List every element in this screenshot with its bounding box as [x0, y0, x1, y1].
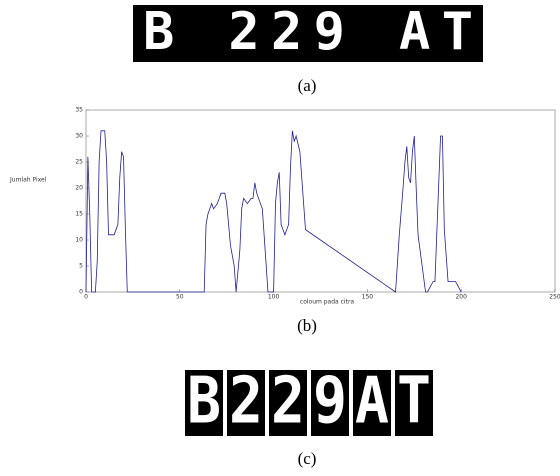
- char-text: 9: [313, 365, 347, 439]
- x-tick-label: 0: [84, 294, 88, 301]
- char-text: T: [397, 365, 431, 439]
- y-tick-label: 0: [79, 289, 83, 296]
- y-tick-label: 15: [75, 211, 83, 218]
- caption: (c): [298, 449, 317, 468]
- caption: (a): [298, 76, 317, 95]
- y-tick-label: 35: [75, 107, 83, 114]
- x-tick-label: 50: [176, 294, 184, 301]
- x-tick-label: 200: [455, 294, 467, 301]
- x-tick-label: 100: [268, 294, 280, 301]
- y-axis-label: Jumlah Pixel: [9, 177, 47, 184]
- y-tick-label: 20: [75, 185, 83, 192]
- y-tick-label: 10: [75, 237, 83, 244]
- x-axis-label: coloum pada citra: [300, 299, 355, 306]
- data-line: [86, 131, 461, 292]
- char-text: B: [187, 365, 221, 439]
- figure: B 229 AT (a) Jumlah Pixel coloum pada ci…: [0, 0, 560, 476]
- figure-page: B 229 AT (a) Jumlah Pixel coloum pada ci…: [0, 0, 560, 476]
- char-text: A: [355, 365, 389, 439]
- x-tick-label: 250: [549, 294, 560, 301]
- plot-frame: [86, 110, 555, 292]
- caption: (b): [297, 316, 317, 335]
- char-text: 2: [271, 365, 305, 439]
- y-tick-label: 30: [75, 133, 83, 140]
- y-tick-label: 5: [79, 263, 83, 270]
- char-text: 2: [229, 365, 263, 439]
- y-tick-label: 25: [75, 159, 83, 166]
- x-tick-label: 150: [362, 294, 374, 301]
